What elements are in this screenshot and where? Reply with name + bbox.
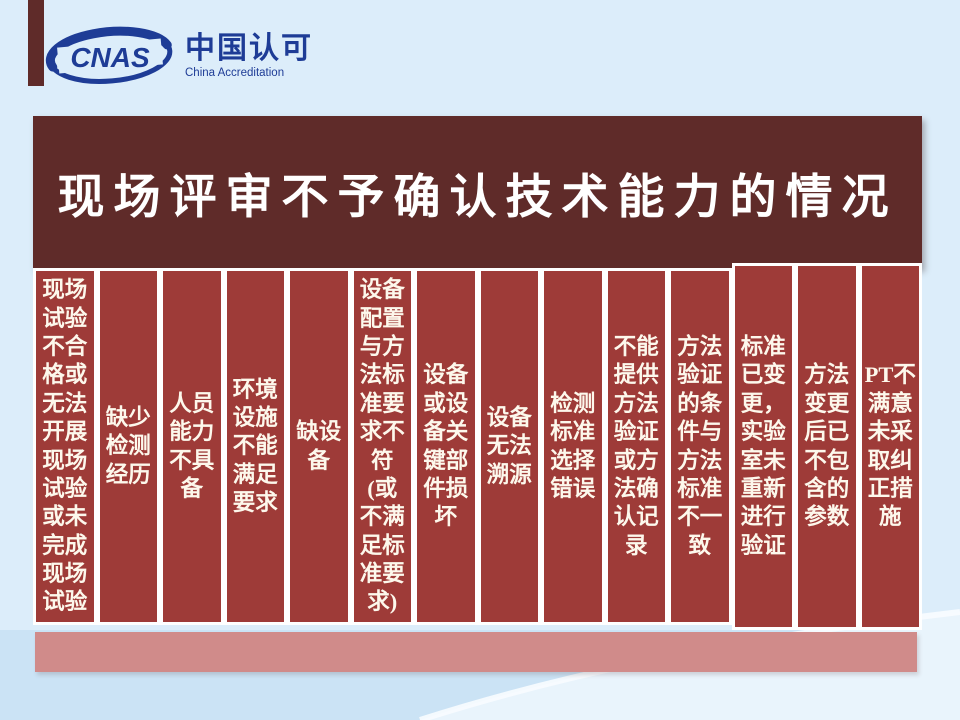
logo-name-en: China Accreditation xyxy=(185,66,285,79)
corner-accent-bar xyxy=(28,0,44,86)
reason-column-10: 不能 提供 方法 验证 或方 法确 认记 录 xyxy=(604,268,668,625)
reason-column-4: 环境 设施 不能 满足 要求 xyxy=(223,268,287,625)
reason-column-1: 现场 试验 不合 格或 无法 开展 现场 试验 或未 完成 现场 试验 xyxy=(33,268,97,625)
reason-column-13: 方法 变更 后已 不包 含的 参数 xyxy=(795,263,859,630)
reason-column-11: 方法 验证 的条 件与 方法 标准 不一 致 xyxy=(668,268,732,625)
reason-column-14: PT不 满意 未采 取纠 正措 施 xyxy=(858,263,922,630)
bottom-accent-bar xyxy=(35,632,917,672)
reason-column-12: 标准 已变 更， 实验 室未 重新 进行 验证 xyxy=(731,263,795,630)
reason-column-5: 缺设 备 xyxy=(287,268,351,625)
reason-column-3: 人员 能力 不具 备 xyxy=(160,268,224,625)
reason-column-8: 设备 无法 溯源 xyxy=(477,268,541,625)
cnas-logo: CNAS 中国认可 China Accreditation xyxy=(44,26,313,86)
reason-column-2: 缺少 检测 经历 xyxy=(96,268,160,625)
reason-column-7: 设备 或设 备关 键部 件损 坏 xyxy=(414,268,478,625)
logo-acronym: CNAS xyxy=(70,42,150,73)
reasons-grid: 现场 试验 不合 格或 无法 开展 现场 试验 或未 完成 现场 试验 缺少 检… xyxy=(33,263,922,630)
reason-column-6: 设备 配置 与方 法标 准要 求不 符 (或 不满 足标 准要 求) xyxy=(350,268,414,625)
page-title: 现场评审不予确认技术能力的情况 xyxy=(57,171,898,224)
logo-name-zh: 中国认可 xyxy=(185,32,313,66)
cnas-logo-mark: CNAS xyxy=(45,26,173,84)
title-banner: 现场评审不予确认技术能力的情况 xyxy=(33,116,922,268)
logo-text: 中国认可 China Accreditation xyxy=(185,33,313,79)
reason-column-9: 检测 标准 选择 错误 xyxy=(541,268,605,625)
